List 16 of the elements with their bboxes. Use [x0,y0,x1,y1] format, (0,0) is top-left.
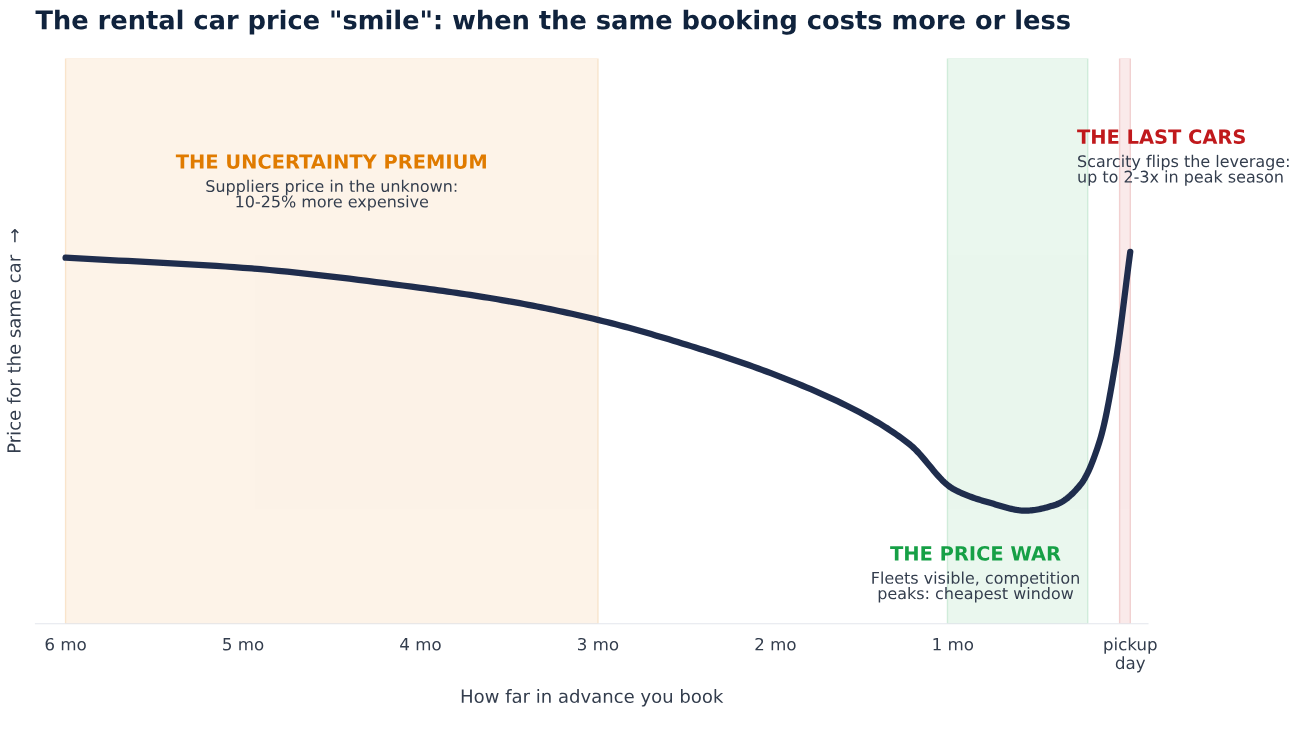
text: Suppliers price in the unknown: 10-25% more expensive [206,179,457,211]
y-axis-title: Price for the same car → [6,229,21,453]
x-tick-label: pickup day [1104,637,1157,673]
chart-title: The rental car price "smile": when the same booking costs more or less [35,9,1070,35]
band-label: THE LAST CARS [1077,129,1245,145]
text: Scarcity flips the leverage: up to 2-3x in peak season [1078,154,1289,186]
x-tick-label: 3 mo [578,637,619,651]
x-tick-label: 5 mo [223,638,264,651]
band-label: THE UNCERTAINTY PREMIUM [175,154,486,169]
x-tick-label: 4 mo [400,638,441,651]
x-tick-label: 1 mo [933,638,974,651]
x-axis-title: How far in advance you book [461,689,724,707]
x-tick-label: 2 mo [755,637,796,651]
annotation: Fleets visible, competition peaks: cheapest window [872,571,1079,603]
band-label: THE PRICE WAR [890,545,1061,561]
x-tick-label: 6 mo [45,637,86,651]
